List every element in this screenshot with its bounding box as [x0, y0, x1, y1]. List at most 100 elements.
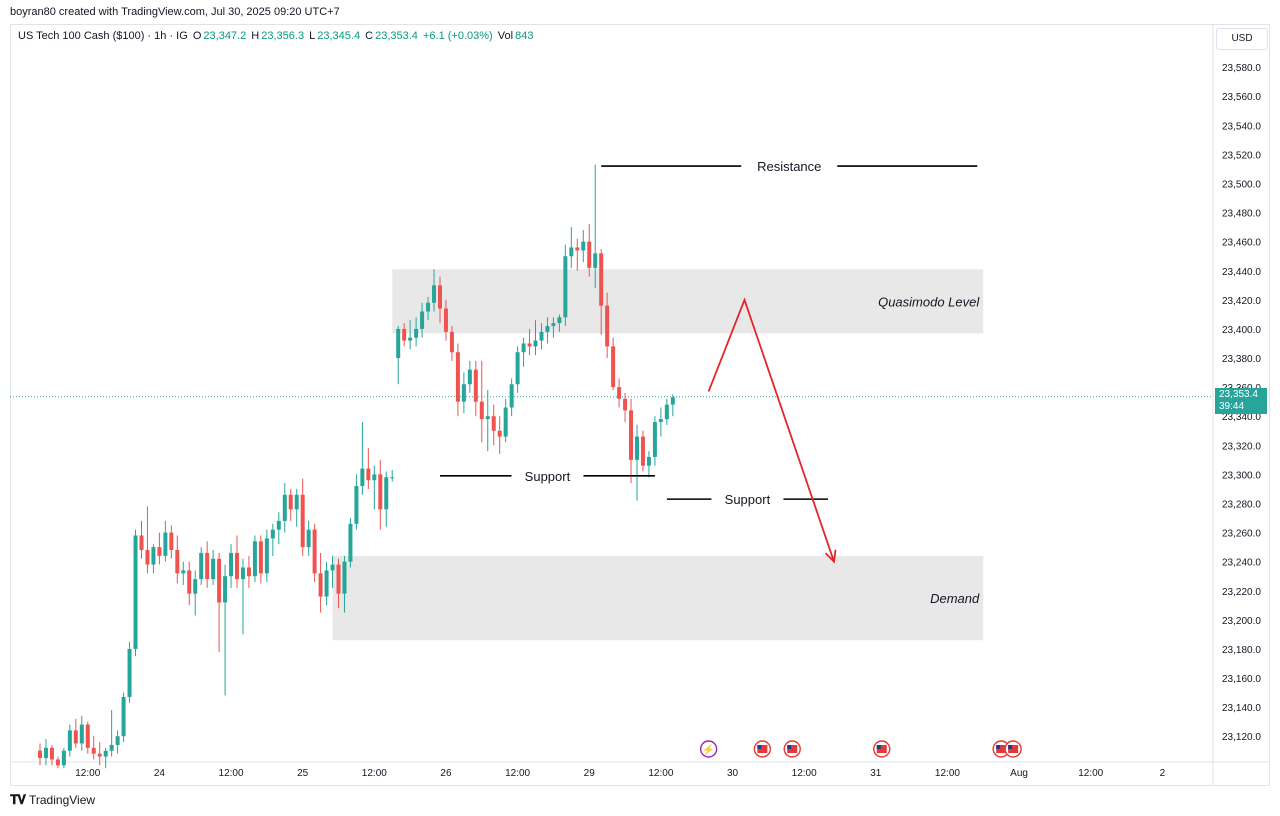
candle-body[interactable] — [264, 538, 269, 574]
candle-body[interactable] — [115, 736, 120, 745]
candle-body[interactable] — [455, 352, 460, 402]
candle-body[interactable] — [151, 547, 156, 565]
candle-body[interactable] — [390, 477, 395, 479]
candle-body[interactable] — [276, 520, 281, 530]
candle-body[interactable] — [575, 247, 580, 251]
candle-body[interactable] — [252, 541, 257, 577]
candle-body[interactable] — [581, 241, 586, 251]
candle-body[interactable] — [473, 369, 478, 402]
candle-body[interactable] — [485, 416, 490, 420]
candle-body[interactable] — [640, 436, 645, 466]
candle-body[interactable] — [551, 323, 556, 327]
candle-body[interactable] — [503, 407, 508, 437]
candle-body[interactable] — [420, 311, 425, 329]
projection-path[interactable] — [707, 297, 835, 562]
candle-body[interactable] — [467, 369, 472, 385]
candle-body[interactable] — [443, 308, 448, 332]
zone-quasimodo[interactable] — [392, 269, 984, 334]
candle-body[interactable] — [270, 529, 275, 539]
candle-body[interactable] — [402, 328, 407, 341]
candle-body[interactable] — [664, 404, 669, 420]
candle-body[interactable] — [426, 302, 431, 312]
candle-body[interactable] — [145, 550, 150, 565]
candle-body[interactable] — [235, 552, 240, 580]
candle-body[interactable] — [246, 567, 251, 577]
candle-body[interactable] — [312, 529, 317, 574]
candle-body[interactable] — [569, 247, 574, 257]
candle-body[interactable] — [611, 346, 616, 388]
candle-body[interactable] — [605, 305, 610, 347]
candle-body[interactable] — [521, 343, 526, 353]
candle-body[interactable] — [223, 576, 228, 603]
candle-body[interactable] — [38, 750, 42, 759]
currency-button[interactable]: USD — [1216, 28, 1268, 50]
candle-body[interactable] — [366, 468, 371, 481]
candle-body[interactable] — [545, 326, 550, 332]
candle-body[interactable] — [157, 547, 162, 556]
candle-body[interactable] — [509, 384, 514, 408]
candle-body[interactable] — [294, 494, 299, 510]
candle-body[interactable] — [342, 561, 347, 594]
candle-body[interactable] — [187, 570, 192, 594]
candle-body[interactable] — [97, 753, 102, 757]
candle-body[interactable] — [318, 573, 323, 597]
candle-body[interactable] — [384, 477, 389, 510]
candle-body[interactable] — [408, 337, 413, 341]
candle-body[interactable] — [670, 397, 675, 405]
candle-body[interactable] — [61, 750, 66, 766]
candle-body[interactable] — [217, 558, 222, 603]
candle-body[interactable] — [348, 523, 353, 562]
candle-body[interactable] — [437, 285, 442, 309]
candle-body[interactable] — [330, 564, 335, 571]
candle-body[interactable] — [229, 552, 234, 577]
candle-body[interactable] — [282, 494, 287, 521]
candle-body[interactable] — [336, 564, 341, 594]
candle-body[interactable] — [43, 747, 48, 759]
candle-body[interactable] — [121, 696, 126, 737]
candle-body[interactable] — [324, 570, 329, 597]
candle-body[interactable] — [557, 317, 562, 324]
candle-body[interactable] — [240, 567, 245, 580]
candle-body[interactable] — [73, 730, 78, 744]
candle-body[interactable] — [527, 343, 532, 347]
candle-body[interactable] — [396, 328, 401, 359]
candle-body[interactable] — [205, 552, 210, 580]
candle-body[interactable] — [635, 436, 639, 460]
candle-body[interactable] — [91, 747, 96, 754]
candle-body[interactable] — [258, 541, 263, 574]
candle-body[interactable] — [360, 468, 365, 487]
candle-body[interactable] — [181, 570, 186, 574]
candle-body[interactable] — [479, 401, 484, 420]
lightning-icon[interactable] — [699, 740, 718, 758]
candle-body[interactable] — [652, 422, 657, 457]
candle-body[interactable] — [288, 494, 293, 510]
candle-body[interactable] — [169, 532, 174, 551]
candle-body[interactable] — [306, 529, 311, 548]
candle-body[interactable] — [539, 331, 544, 341]
candle-body[interactable] — [55, 759, 60, 766]
candle-body[interactable] — [432, 285, 437, 303]
candle-body[interactable] — [193, 579, 198, 594]
candle-body[interactable] — [414, 328, 419, 338]
zone-demand[interactable] — [332, 555, 984, 641]
candle-body[interactable] — [175, 550, 180, 574]
candle-body[interactable] — [199, 552, 204, 580]
candle-body[interactable] — [109, 744, 114, 751]
candle-body[interactable] — [163, 532, 168, 556]
candle-body[interactable] — [211, 558, 216, 580]
candle-body[interactable] — [461, 384, 466, 402]
candle-body[interactable] — [533, 340, 538, 347]
candle-body[interactable] — [617, 387, 622, 399]
candle-body[interactable] — [646, 456, 651, 466]
candle-body[interactable] — [593, 253, 598, 268]
candle-body[interactable] — [491, 416, 496, 431]
candle-body[interactable] — [139, 535, 144, 551]
candle-body[interactable] — [623, 398, 628, 411]
candle-body[interactable] — [300, 494, 305, 548]
candle-body[interactable] — [658, 419, 663, 423]
candle-body[interactable] — [372, 474, 377, 481]
candle-body[interactable] — [133, 535, 138, 649]
candle-body[interactable] — [79, 724, 84, 744]
candle-body[interactable] — [587, 241, 592, 268]
candle-body[interactable] — [85, 724, 90, 748]
